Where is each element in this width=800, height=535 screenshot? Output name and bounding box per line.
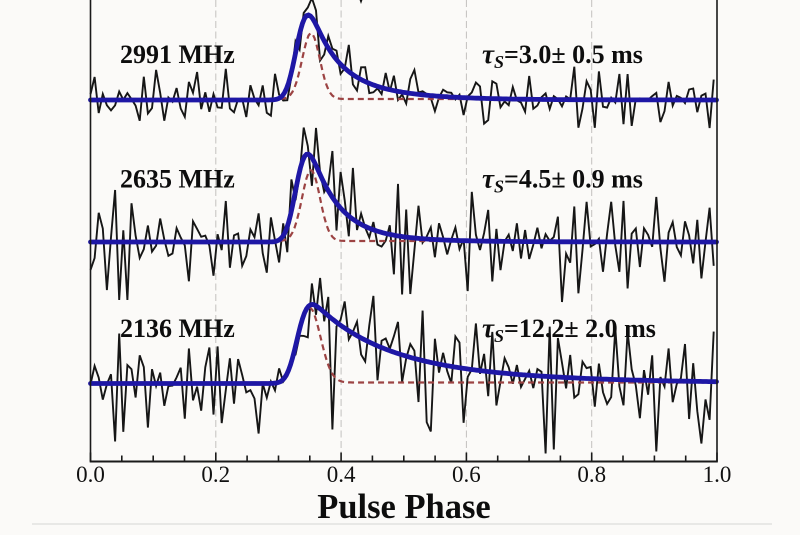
svg-text:0.4: 0.4 <box>327 462 356 487</box>
svg-text:τS=4.5± 0.9 ms: τS=4.5± 0.9 ms <box>482 164 643 197</box>
svg-text:0.8: 0.8 <box>577 462 606 487</box>
svg-text:0.0: 0.0 <box>76 462 105 487</box>
svg-text:0.2: 0.2 <box>201 462 230 487</box>
svg-text:1.0: 1.0 <box>703 462 732 487</box>
svg-text:τS=12.2± 2.0 ms: τS=12.2± 2.0 ms <box>482 313 656 346</box>
svg-text:τS=3.0± 0.5 ms: τS=3.0± 0.5 ms <box>482 39 643 72</box>
svg-text:0.6: 0.6 <box>452 462 481 487</box>
svg-text:2991 MHz: 2991 MHz <box>120 40 235 69</box>
svg-text:Pulse Phase: Pulse Phase <box>317 488 490 526</box>
svg-text:2635 MHz: 2635 MHz <box>120 165 235 194</box>
svg-text:2136 MHz: 2136 MHz <box>120 314 235 343</box>
